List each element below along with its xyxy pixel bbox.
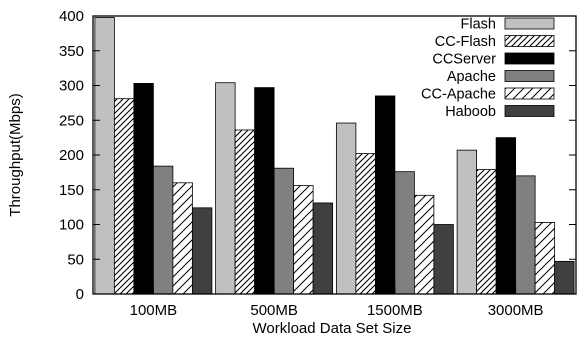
bar-flash-3000mb bbox=[456, 149, 478, 295]
x-category-label-3000mb: 3000MB bbox=[488, 302, 544, 319]
y-tick-label: 350 bbox=[59, 43, 84, 60]
bar-cc-apache-100mb bbox=[172, 182, 193, 295]
bar-cc-flash-100mb bbox=[113, 98, 135, 295]
bar-flash-100mb bbox=[94, 16, 115, 295]
y-tick-label: 150 bbox=[59, 182, 84, 199]
y-tick-label: 100 bbox=[59, 217, 84, 234]
legend-label-apache: Apache bbox=[447, 69, 496, 85]
axis-layer: 0 50 100 150 200 250 300 350 400 100MB 500MB 1500MB… bbox=[59, 8, 577, 319]
y-tick-label: 0 bbox=[76, 286, 84, 303]
legend-swatch-cc-flash bbox=[504, 35, 555, 47]
bar-ccserver-1500mb bbox=[374, 95, 396, 295]
bar-cc-flash-1500mb bbox=[355, 153, 376, 295]
bar-apache-500mb bbox=[273, 167, 295, 295]
bar-cc-apache-3000mb bbox=[534, 222, 556, 295]
legend-swatch-cc-apache bbox=[504, 87, 555, 100]
y-tick-label: 250 bbox=[59, 112, 84, 129]
legend-swatch-ccserver bbox=[504, 52, 555, 65]
bar-haboob-1500mb bbox=[433, 224, 454, 295]
bar-flash-500mb bbox=[215, 82, 236, 295]
bar-haboob-500mb bbox=[312, 202, 334, 295]
y-tick-label: 300 bbox=[59, 78, 84, 95]
bar-ccserver-500mb bbox=[254, 87, 275, 295]
legend-label-cc-apache: CC-Apache bbox=[421, 87, 496, 103]
x-category-label-100mb: 100MB bbox=[130, 302, 178, 319]
x-axis-title: Workload Data Set Size bbox=[253, 320, 412, 337]
bar-apache-3000mb bbox=[515, 175, 536, 295]
bar-ccserver-100mb bbox=[133, 83, 154, 295]
y-tick-label: 50 bbox=[67, 251, 84, 268]
y-tick-label: 400 bbox=[59, 8, 84, 25]
bar-haboob-3000mb bbox=[554, 260, 575, 295]
y-tick-label: 200 bbox=[59, 147, 84, 164]
legend-swatch-flash bbox=[504, 17, 555, 30]
x-category-label-500mb: 500MB bbox=[250, 302, 298, 319]
legend-label-cc-flash: CC-Flash bbox=[435, 34, 496, 50]
bar-ccserver-3000mb bbox=[495, 137, 517, 295]
bar-flash-1500mb bbox=[335, 122, 357, 295]
legend-label-haboob: Haboob bbox=[445, 104, 496, 120]
bar-haboob-100mb bbox=[191, 207, 213, 295]
x-category-label-1500mb: 1500MB bbox=[367, 302, 423, 319]
bar-apache-1500mb bbox=[394, 171, 415, 295]
bar-cc-apache-1500mb bbox=[413, 194, 435, 295]
y-axis-title: Throughput(Mbps) bbox=[7, 93, 24, 216]
bar-cc-flash-3000mb bbox=[476, 169, 497, 295]
legend-swatch-haboob bbox=[504, 105, 555, 117]
bar-cc-flash-500mb bbox=[234, 129, 256, 295]
legend-label-flash: Flash bbox=[461, 17, 496, 33]
bar-apache-100mb bbox=[152, 165, 174, 295]
bar-cc-apache-500mb bbox=[293, 185, 314, 295]
legend-swatch-apache bbox=[504, 70, 555, 82]
legend-label-ccserver: CCServer bbox=[432, 52, 496, 68]
bars-layer bbox=[94, 16, 575, 295]
